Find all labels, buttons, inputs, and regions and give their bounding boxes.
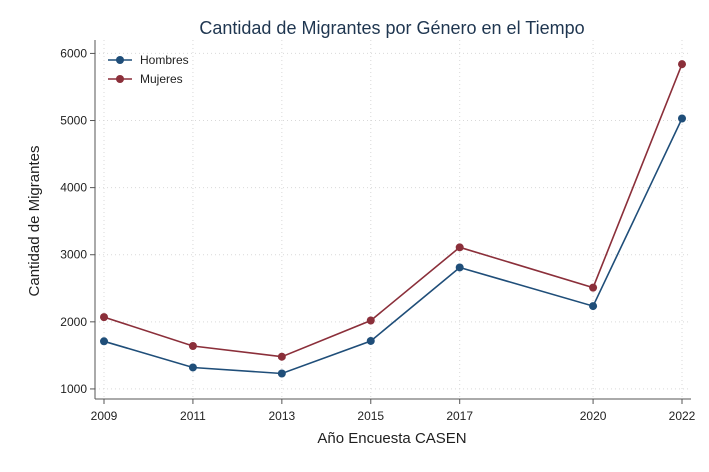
legend-label: Hombres	[140, 53, 189, 67]
data-point-mujeres	[678, 60, 686, 69]
data-point-mujeres	[589, 283, 598, 292]
series-mujeres	[100, 60, 686, 361]
y-tick-label: 3000	[60, 248, 87, 262]
gridlines	[95, 40, 691, 399]
legend-item-hombres: Hombres	[108, 53, 189, 67]
series-line-hombres	[103, 118, 683, 375]
legend-item-mujeres: Mujeres	[108, 72, 183, 86]
y-tick-label: 2000	[60, 315, 87, 329]
data-point-mujeres	[100, 313, 108, 322]
data-point-hombres	[455, 263, 464, 272]
data-point-mujeres	[188, 341, 197, 350]
x-tick-label: 2020	[580, 409, 607, 423]
data-point-hombres	[277, 369, 286, 378]
x-tick-label: 2013	[268, 409, 295, 423]
y-axis-label: Cantidad de Migrantes	[26, 146, 43, 297]
legend-label: Mujeres	[140, 72, 183, 86]
series-hombres	[100, 114, 686, 378]
legend: Hombres Mujeres	[108, 53, 189, 86]
data-point-hombres	[589, 302, 598, 311]
data-point-mujeres	[455, 243, 464, 252]
legend-marker	[116, 75, 124, 83]
data-point-hombres	[366, 336, 375, 345]
data-point-mujeres	[277, 352, 286, 361]
y-tick-label: 5000	[60, 114, 87, 128]
chart-title: Cantidad de Migrantes por Género en el T…	[199, 18, 584, 38]
y-tick-label: 1000	[60, 382, 87, 396]
axes: 1000 2000 3000 4000 5000 6000 2009 2011 2013 2015…	[60, 40, 696, 423]
x-tick-label: 2017	[446, 409, 473, 423]
series-layer	[100, 60, 686, 378]
legend-marker	[116, 56, 124, 64]
series-line-mujeres	[103, 63, 683, 358]
y-tick-label: 4000	[60, 181, 87, 195]
x-axis-label: Año Encuesta CASEN	[317, 430, 466, 447]
x-tick-label: 2015	[357, 409, 384, 423]
y-tick-label: 6000	[60, 46, 87, 60]
data-point-hombres	[100, 337, 108, 346]
data-point-hombres	[188, 363, 197, 372]
x-tick-label: 2011	[180, 409, 206, 423]
x-tick-label: 2009	[91, 409, 118, 423]
data-point-mujeres	[366, 316, 375, 325]
x-tick-label: 2022	[669, 409, 696, 423]
data-point-hombres	[678, 114, 686, 123]
